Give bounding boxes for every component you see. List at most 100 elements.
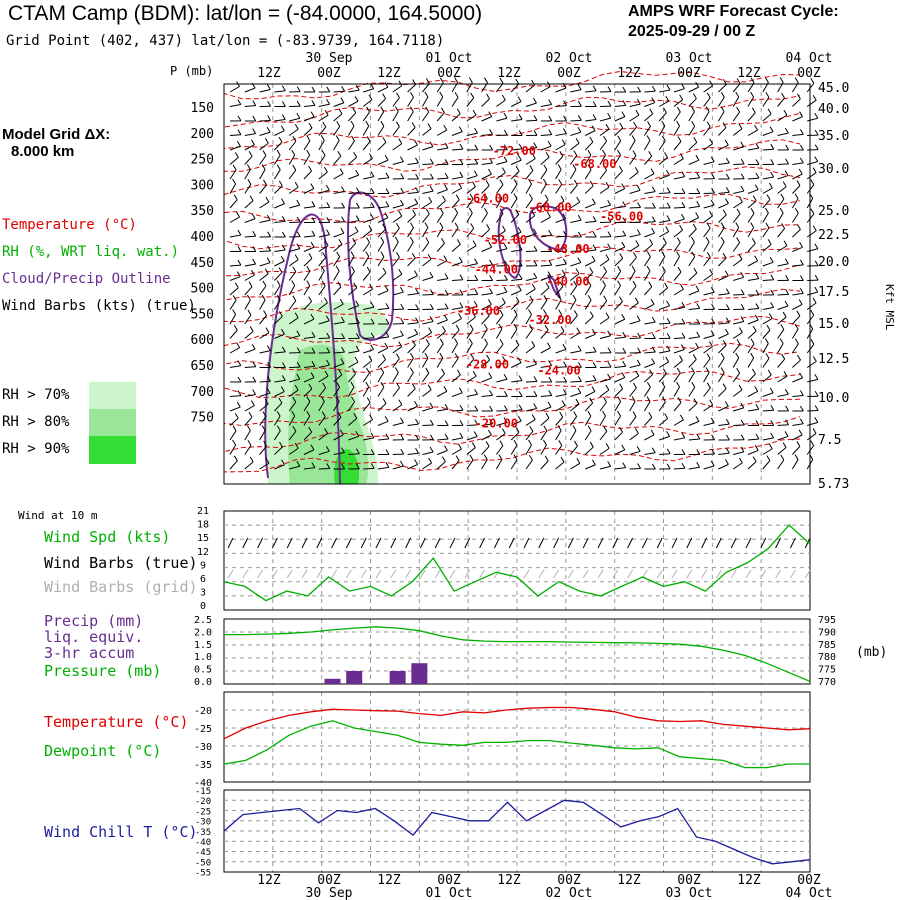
wind-barb bbox=[288, 186, 299, 194]
wind-barb bbox=[688, 307, 700, 310]
wind-barb bbox=[555, 331, 565, 339]
wind-barb-flag bbox=[488, 111, 493, 117]
wind-barb-flag bbox=[281, 375, 286, 381]
wind-barb-flag bbox=[311, 230, 316, 237]
wind-barb bbox=[392, 161, 404, 165]
wind-barb bbox=[466, 132, 478, 136]
wind-barb bbox=[466, 293, 478, 296]
wind-barb-flag bbox=[649, 108, 654, 115]
wind-barb bbox=[407, 144, 418, 151]
wind-barb-flag bbox=[232, 309, 237, 315]
wind-barb-flag bbox=[398, 138, 403, 144]
wind-barb-flag bbox=[531, 210, 536, 217]
wind-barb-flag bbox=[322, 121, 327, 128]
wind-barb-flag bbox=[709, 341, 713, 347]
wind-barb bbox=[407, 111, 414, 122]
wind-barb bbox=[362, 111, 370, 122]
wind-barb bbox=[644, 102, 655, 107]
wind-barb-flag bbox=[814, 274, 819, 281]
wind-barb-flag bbox=[294, 384, 299, 391]
wind-barb-flag bbox=[785, 289, 790, 295]
wind-barb-flag bbox=[237, 390, 242, 396]
wind-barb bbox=[644, 113, 654, 122]
wind-barb bbox=[244, 274, 255, 281]
wind-barb-flag bbox=[296, 216, 301, 223]
wind-barb-flag bbox=[591, 459, 596, 466]
wind-barb bbox=[614, 140, 622, 151]
wind-barb bbox=[303, 188, 315, 194]
wind-barb bbox=[792, 162, 804, 165]
wind-barb bbox=[525, 288, 536, 296]
wind-barb-flag bbox=[444, 142, 449, 149]
wind-barb bbox=[732, 462, 743, 470]
wind-barb-flag bbox=[528, 178, 532, 185]
wind-barb-flag bbox=[485, 441, 490, 447]
wind-barb bbox=[807, 117, 818, 122]
wind-barb-10m bbox=[567, 537, 574, 549]
wind-barb bbox=[348, 231, 359, 238]
wind-barb bbox=[496, 433, 506, 441]
wind-barb bbox=[599, 335, 611, 339]
wind-barb-flag bbox=[592, 244, 597, 251]
precip-tick: 1.0 bbox=[194, 652, 212, 663]
wind-barb bbox=[274, 130, 285, 136]
wind-barb bbox=[525, 444, 532, 455]
wind-barb bbox=[643, 401, 651, 412]
wind-barb-flag bbox=[236, 211, 241, 218]
wind-barb-flag bbox=[326, 202, 331, 208]
wind-barb-10m bbox=[449, 537, 456, 549]
wind-barb-flag bbox=[544, 455, 549, 462]
wind-barb bbox=[259, 403, 269, 412]
wind-barb bbox=[377, 228, 386, 238]
wind-barb-grid bbox=[760, 569, 767, 579]
rh-70-label: RH > 70% bbox=[2, 387, 70, 403]
wind-barb bbox=[407, 241, 414, 252]
wind-barb bbox=[644, 191, 656, 194]
wind-barb bbox=[229, 156, 239, 165]
wind-barb bbox=[792, 229, 801, 238]
wind-barb bbox=[718, 84, 727, 93]
wind-barb bbox=[481, 198, 488, 209]
wind-barb-flag bbox=[385, 433, 390, 440]
wind-barb bbox=[525, 84, 535, 93]
wind-barb bbox=[318, 245, 329, 252]
wind-barb-flag bbox=[486, 354, 491, 361]
pressure-label: Pressure (mb) bbox=[44, 662, 162, 680]
wind-barb-flag bbox=[355, 84, 360, 91]
wind-barb-flag bbox=[265, 327, 270, 333]
wind-barb-flag bbox=[474, 405, 479, 412]
wind-barb-flag bbox=[247, 309, 252, 316]
wind-barb-flag bbox=[398, 268, 403, 275]
wind-barb bbox=[303, 154, 311, 165]
wind-barb bbox=[347, 125, 355, 136]
wind-barb-flag bbox=[499, 440, 504, 446]
kft-axis-title: Kft MSL bbox=[883, 284, 896, 331]
wind-barb-flag bbox=[499, 309, 504, 316]
wind-barb bbox=[511, 118, 523, 122]
wind-barb bbox=[436, 200, 446, 209]
windchill-tick: -50 bbox=[195, 858, 211, 868]
wind-barb-flag bbox=[485, 180, 490, 186]
wind-barb-10m bbox=[419, 537, 426, 549]
windchill-tick: -30 bbox=[195, 818, 211, 828]
wind-barb bbox=[747, 96, 755, 107]
wind-barb-flag bbox=[576, 196, 581, 203]
wind-barb-flag bbox=[814, 129, 819, 136]
wind-barb bbox=[584, 402, 594, 412]
wind-barb-flag bbox=[232, 295, 237, 301]
top-time-label: 12Z bbox=[617, 66, 641, 81]
wind-barb bbox=[777, 186, 787, 194]
wind-barb bbox=[274, 119, 286, 122]
wind-barb-grid bbox=[508, 569, 515, 579]
wind-barb bbox=[688, 86, 699, 93]
wind-barb-flag bbox=[709, 269, 714, 275]
wind-barb-flag bbox=[281, 328, 285, 335]
wind-barb bbox=[244, 348, 256, 354]
wind-barb-flag bbox=[617, 149, 621, 156]
wind-barb bbox=[436, 461, 446, 470]
wind-barb bbox=[807, 248, 818, 252]
wind-barb-10m bbox=[493, 537, 500, 549]
wind-barb bbox=[377, 205, 389, 209]
wind-speed-tick: 12 bbox=[197, 547, 209, 558]
wind-barb bbox=[629, 432, 639, 441]
